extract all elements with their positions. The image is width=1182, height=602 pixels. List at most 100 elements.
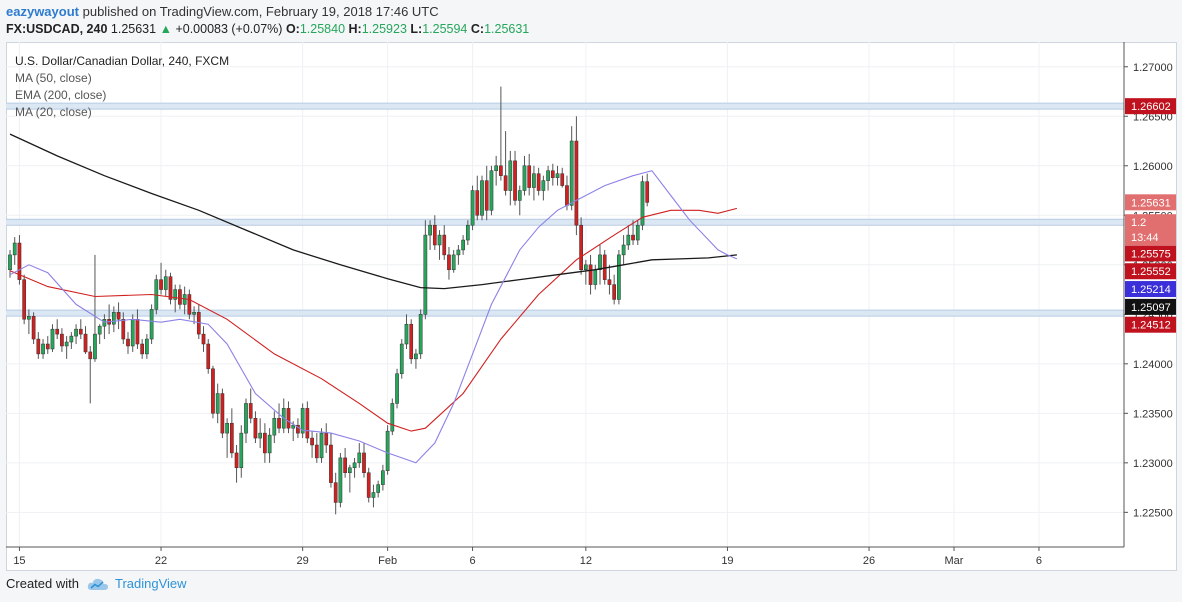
- candle-body-32: [159, 279, 163, 290]
- y-tick-label-0: 1.22500: [1133, 507, 1173, 519]
- candle-body-81: [390, 403, 395, 432]
- candle-body-55: [267, 434, 272, 454]
- candle-body-65: [314, 444, 319, 459]
- candle-body-19: [97, 325, 102, 335]
- candle-body-130: [621, 244, 626, 256]
- candle-body-16: [83, 333, 88, 353]
- candle-body-66: [319, 432, 324, 459]
- candle-body-23: [116, 312, 121, 320]
- symbol-header: FX:USDCAD, 240 1.25631 ▲ +0.00083 (+0.07…: [6, 22, 529, 36]
- candle-body-107: [513, 160, 517, 201]
- candle-body-11: [60, 333, 64, 347]
- candle-body-8: [45, 343, 50, 350]
- candle-body-29: [145, 338, 149, 355]
- x-tick-label-8: Mar: [945, 555, 964, 567]
- candle-body-10: [55, 328, 60, 335]
- indicator-ma50[interactable]: MA (50, close): [15, 71, 92, 85]
- candle-body-71: [343, 457, 347, 473]
- candle-body-14: [74, 328, 78, 337]
- candle-body-52: [253, 418, 258, 439]
- candle-body-73: [352, 462, 357, 469]
- candle-body-95: [456, 249, 461, 256]
- candle-body-2: [17, 242, 22, 280]
- candle-body-101: [484, 180, 489, 211]
- tradingview-link[interactable]: TradingView: [114, 576, 187, 591]
- open-value: 1.25840: [299, 22, 346, 36]
- author-name[interactable]: eazywayout: [6, 4, 79, 19]
- candle-body-83: [399, 343, 404, 374]
- candle-body-35: [173, 289, 178, 300]
- candle-body-43: [211, 368, 215, 414]
- candle-body-39: [192, 312, 196, 315]
- candle-body-112: [536, 173, 541, 191]
- price-tag-label-5: 1.25552: [1131, 266, 1171, 278]
- candle-body-96: [461, 239, 465, 251]
- tradingview-cloud-icon[interactable]: [87, 577, 109, 591]
- candle-body-22: [111, 312, 116, 325]
- candle-body-133: [635, 224, 640, 241]
- chart-panel: [6, 42, 1177, 571]
- close-value: 1.25631: [484, 22, 530, 36]
- up-arrow-icon: ▲: [159, 22, 172, 36]
- price-tag-label-3: 13:44: [1131, 232, 1159, 244]
- x-tick-label-6: 19: [721, 555, 733, 567]
- price-tag-bg-8: [1125, 316, 1176, 333]
- candle-body-51: [248, 403, 253, 419]
- candle-body-94: [451, 254, 456, 270]
- price-chart[interactable]: 1.225001.230001.235001.240001.245001.250…: [6, 42, 1177, 571]
- candle-body-48: [234, 452, 239, 469]
- candle-body-113: [541, 180, 546, 191]
- candle-body-97: [465, 224, 470, 241]
- close-label: C:: [470, 22, 485, 36]
- price-tag-bg-0: [1125, 98, 1176, 115]
- candle-body-13: [69, 335, 74, 343]
- candle-body-41: [201, 333, 206, 345]
- created-with-label: Created with: [6, 576, 79, 591]
- candle-body-78: [376, 484, 381, 493]
- price-tag-label-4: 1.25575: [1131, 248, 1171, 260]
- indicator-ema200[interactable]: EMA (200, close): [15, 88, 107, 102]
- candle-body-4: [27, 316, 31, 320]
- candle-body-79: [381, 470, 385, 485]
- x-tick-label-0: 15: [13, 555, 25, 567]
- candle-body-122: [583, 264, 588, 270]
- candle-body-15: [78, 328, 83, 335]
- candle-body-70: [338, 457, 343, 503]
- low-value: 1.25594: [422, 22, 468, 36]
- candle-body-100: [480, 180, 484, 216]
- y-tick-label-9: 1.27000: [1133, 62, 1173, 74]
- candle-body-62: [300, 408, 305, 434]
- candle-body-131: [626, 234, 631, 246]
- indicator-ma20[interactable]: MA (20, close): [15, 105, 92, 119]
- candle-body-69: [333, 482, 338, 503]
- candle-body-120: [574, 140, 579, 226]
- price-tag-label-6: 1.25214: [1131, 284, 1171, 296]
- y-tick-label-1: 1.23000: [1133, 458, 1173, 470]
- high-value: 1.25923: [361, 22, 407, 36]
- y-tick-label-3: 1.24000: [1133, 359, 1173, 371]
- candle-body-105: [503, 175, 508, 191]
- candle-body-6: [36, 338, 41, 355]
- instrument-title: U.S. Dollar/Canadian Dollar, 240, FXCM: [15, 54, 230, 68]
- price-tag-bg-3: [1125, 229, 1176, 246]
- candle-body-125: [598, 254, 602, 270]
- candle-body-80: [385, 430, 390, 472]
- series-line-0: [9, 207, 738, 432]
- candle-body-50: [244, 403, 248, 434]
- price-tag-label-8: 1.24512: [1131, 320, 1171, 332]
- level-band-1: [6, 219, 1124, 226]
- candle-body-45: [220, 393, 225, 434]
- candle-body-27: [135, 319, 140, 345]
- candle-body-127: [607, 279, 612, 285]
- candle-body-124: [593, 269, 598, 285]
- candle-body-102: [489, 170, 494, 211]
- candle-body-108: [517, 190, 522, 201]
- price-tag-bg-5: [1125, 263, 1176, 280]
- candle-body-109: [522, 165, 527, 191]
- price-tag-label-7: 1.25097: [1131, 302, 1171, 314]
- candle-body-38: [187, 294, 192, 315]
- candle-body-118: [565, 185, 569, 206]
- candle-body-129: [617, 254, 621, 300]
- candle-body-121: [579, 224, 583, 270]
- price-tag-bg-6: [1125, 281, 1176, 298]
